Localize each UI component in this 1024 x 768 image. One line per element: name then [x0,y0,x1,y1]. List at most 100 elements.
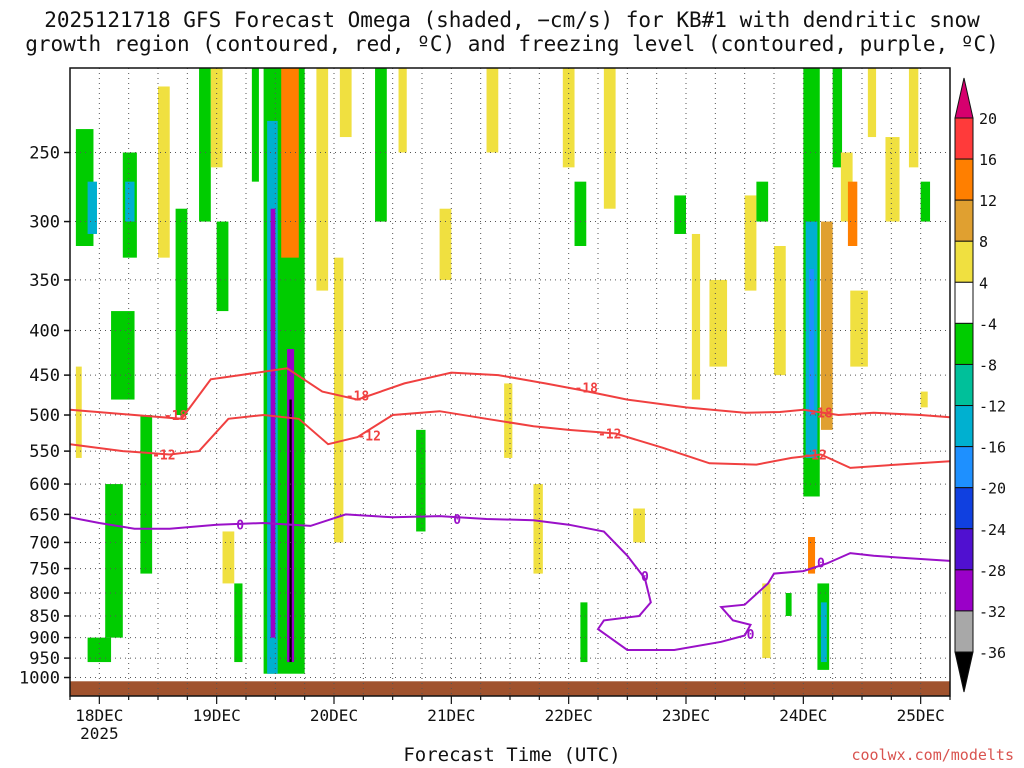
omega-cell [820,221,833,430]
x-tick-label: 18DEC [75,706,123,725]
omega-cell [234,583,243,663]
y-tick-label: 400 [29,322,60,342]
omega-cell [140,415,153,574]
y-tick-label: 550 [29,442,60,462]
omega-cell [574,181,587,246]
x-axis-label: Forecast Time (UTC) [403,744,621,766]
x-tick-label: 25DEC [897,706,945,725]
omega-cell [175,208,188,416]
omega-cell [334,257,344,543]
y-tick-label: 1000 [19,669,60,689]
colorbar-box [954,363,974,407]
plot-area: -18 -18 -18 -18 -12 -12 -12 -12 0 0 0 0 0 [70,68,950,696]
contour-label: -12 [598,427,621,442]
contour-label: 0 [747,628,755,643]
colorbar-box [954,240,974,283]
contour-label: 0 [453,513,461,528]
colorbar-label: 8 [979,233,988,251]
omega-cell [87,637,112,663]
contour-label: -18 [809,407,833,422]
colorbar-arrow-bottom [954,651,974,693]
omega-cell [809,268,814,416]
y-tick-label: 800 [29,584,60,604]
omega-cell [808,536,816,574]
omega-cell [281,68,299,258]
contour-label: -18 [575,382,599,397]
omega-cell [216,221,229,312]
colorbar-box [954,158,974,201]
contour-label: -18 [346,390,370,405]
contour-label: 0 [817,556,825,571]
x-tick-year: 2025 [80,724,119,743]
colorbar-box [954,405,974,448]
y-tick-label: 450 [29,366,60,386]
y-tick-label: 300 [29,213,60,233]
y-tick-label: 250 [29,144,60,164]
omega-cell [158,86,170,258]
contour-label: -12 [803,449,826,464]
omega-cell [199,68,211,222]
omega-cell [840,152,853,222]
omega-cell [756,181,769,222]
omega-cell [210,68,223,168]
omega-cell [885,137,900,222]
colorbar-label: 20 [979,110,997,128]
colorbar-label: -16 [979,439,1006,457]
omega-cell [105,484,123,638]
colorbar-label: -24 [979,521,1006,539]
contour-line [70,367,950,420]
omega-cell [533,484,543,574]
omega-cell [316,68,329,291]
colorbar-box [954,528,974,571]
omega-cell [222,531,235,584]
colorbar-label: -32 [979,603,1006,621]
omega-cell [633,508,645,543]
x-tick-label: 22DEC [545,706,593,725]
omega-cell [832,68,843,168]
contour-label: 0 [641,570,649,585]
omega-cell [125,181,135,222]
contour-label: -12 [152,449,175,464]
omega-cell [820,602,827,663]
contour-line [70,410,950,469]
colorbar-box [954,117,974,160]
omega-cell [504,383,513,458]
y-tick-label: 650 [29,505,60,525]
omega-cell [908,68,919,168]
contour-label: -18 [164,409,188,424]
omega-cell [439,208,452,280]
omega-cell [398,68,407,153]
colorbar-label: -28 [979,562,1006,580]
y-tick-label: 700 [29,533,60,553]
colorbar-arrow-top [954,77,974,119]
omega-cell [87,181,97,234]
x-tick-label: 21DEC [427,706,475,725]
omega-cell [111,311,135,400]
omega-cell [75,366,82,458]
omega-cell [270,208,276,638]
y-tick-label: 850 [29,607,60,627]
colorbar-label: 16 [979,151,997,169]
omega-cell [847,181,858,246]
omega-cell [486,68,499,153]
omega-cell [850,290,868,367]
y-tick-label: 600 [29,475,60,495]
colorbar-label: -12 [979,398,1006,416]
omega-cell [867,68,877,138]
omega-cell [774,245,786,376]
y-tick-label: 500 [29,406,60,426]
chart-title-line2: growth region (contoured, red, ºC) and f… [25,32,999,56]
omega-cell [785,593,792,616]
colorbar-box [954,281,974,324]
contour-label: -12 [357,430,380,445]
chart-title-line1: 2025121718 GFS Forecast Omega (shaded, −… [44,8,980,32]
credit-text[interactable]: coolwx.com/modelts [851,746,1014,764]
colorbar-box [954,569,974,612]
omega-cell [762,583,771,659]
colorbar-box [954,446,974,489]
omega-cell [416,429,426,532]
colorbar-label: -20 [979,480,1006,498]
colorbar-label: 4 [979,274,988,292]
colorbar-label: -4 [979,315,997,333]
